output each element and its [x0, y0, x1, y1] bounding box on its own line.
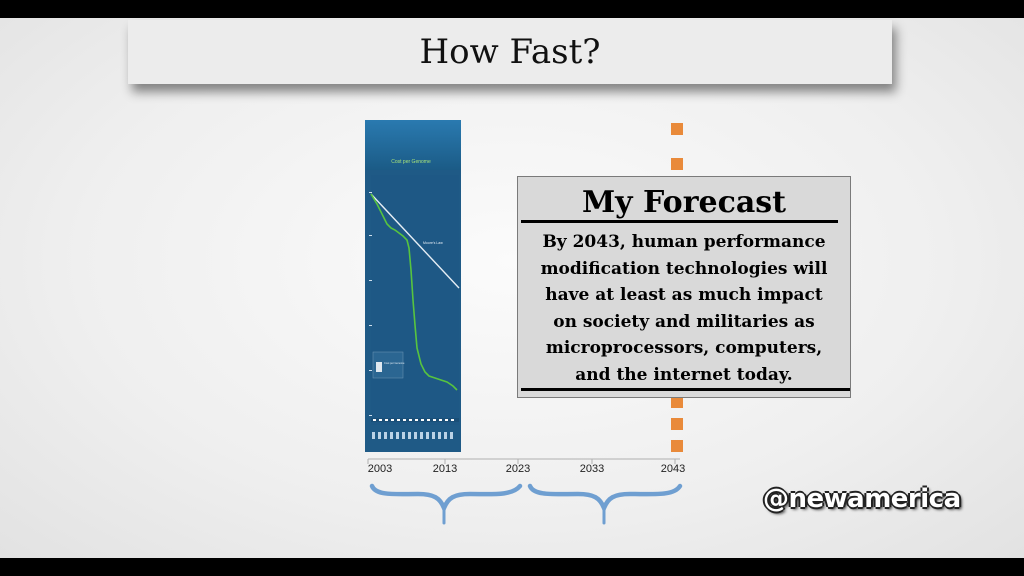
y-ticks: [369, 192, 372, 416]
slide: How Fast? Cost per Genome: [0, 18, 1024, 558]
forecast-line: have at least as much impact: [545, 285, 823, 305]
right-brace: [527, 483, 683, 515]
chart-legend-label: Cost per Genome: [384, 361, 405, 365]
forecast-line: on society and militaries as: [553, 311, 815, 332]
forecast-line: By 2043, human performance: [542, 232, 826, 252]
forecast-bottom-rule: [521, 388, 850, 391]
forecast-box: My Forecast By 2043, human performance m…: [517, 176, 851, 398]
forecast-line: microprocessors, computers,: [545, 338, 823, 358]
forecast-line: and the internet today.: [575, 364, 793, 385]
x-tick-labels: [372, 432, 453, 439]
moores-law-line: [370, 193, 460, 289]
slide-title: How Fast?: [419, 32, 601, 72]
forecast-line: modification technologies will: [540, 258, 828, 279]
timeline-year-2013: 2013: [432, 463, 458, 475]
timeline-year-2033: 2033: [579, 463, 605, 475]
embedded-chart-svg: Cost per Genome Moore's Law Cost per Gen…: [365, 120, 461, 439]
timeline-year-2003: 2003: [367, 463, 393, 475]
timeline-ticks: [367, 459, 676, 464]
embedded-chart-title: Cost per Genome: [391, 159, 431, 165]
x-axis-markers: [373, 419, 454, 421]
timeline-graphic: [367, 123, 683, 525]
chart-legend-swatch: [376, 362, 382, 372]
embedded-chart-image: Cost per Genome Moore's Law Cost per Gen…: [365, 120, 461, 452]
chart-header: [365, 120, 461, 170]
timeline-year-2023: 2023: [505, 463, 531, 475]
forecast-title-rule: [521, 220, 838, 223]
cost-per-genome-line: [370, 193, 458, 391]
forecast-body: By 2043, human performance modification …: [528, 229, 840, 388]
watermark-handle: @newamerica: [763, 484, 961, 514]
title-bar: How Fast?: [128, 20, 892, 84]
timeline-year-2043: 2043: [660, 463, 686, 475]
forecast-marker-dashed-line: [671, 123, 683, 452]
forecast-title: My Forecast: [581, 185, 787, 220]
left-brace: [369, 483, 523, 515]
chart-plot-area: [371, 175, 459, 425]
moores-law-label: Moore's Law: [423, 241, 443, 245]
